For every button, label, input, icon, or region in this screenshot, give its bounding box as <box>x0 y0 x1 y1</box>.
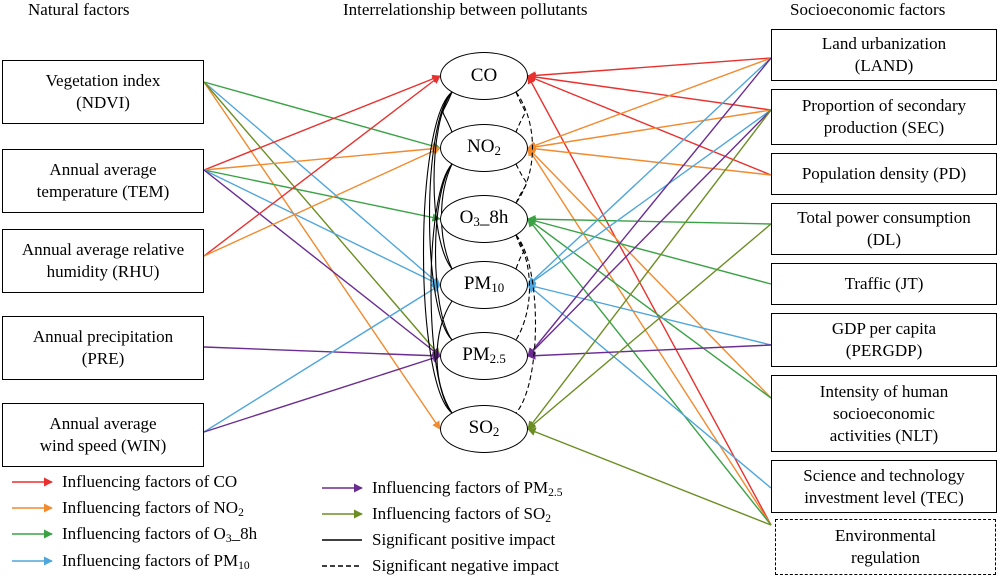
link-co-pd <box>527 74 772 176</box>
header-pollutant-interrelationship: Interrelationship between pollutants <box>343 0 588 19</box>
legend-co: Influencing factors of CO <box>62 472 238 491</box>
positive-arc-6 <box>436 300 453 414</box>
legend-lines-layer <box>12 477 363 567</box>
positive-arc-2 <box>433 91 453 270</box>
negative-arc-5 <box>515 163 528 204</box>
box-sec: Proportion of secondary production (SEC) <box>771 89 997 145</box>
pollutant-arcs-layer <box>423 91 536 414</box>
node-pm25: PM2.5 <box>440 332 528 380</box>
box-land: Land urbanization (LAND) <box>771 29 997 81</box>
link-tem-o3 <box>203 169 441 222</box>
link-so2-dl <box>527 223 772 430</box>
negative-arc-3 <box>515 234 530 341</box>
link-tem-no2 <box>203 144 441 171</box>
legend-pm10: Influencing factors of PM10 <box>62 551 250 572</box>
box-tec: Science and technology investment level (… <box>771 460 997 513</box>
box-dl: Total power consumption (DL) <box>771 203 997 255</box>
link-o3-dl <box>527 214 772 225</box>
negative-arc-0 <box>515 91 534 204</box>
link-no2-pd <box>527 144 772 176</box>
box-nlt: Intensity of human socioeconomic activitie… <box>771 375 997 452</box>
link-so2-sec <box>527 109 772 430</box>
box-jt: Traffic (JT) <box>771 263 997 305</box>
link-o3-env <box>527 218 772 526</box>
link-rhu-co <box>203 75 441 257</box>
legend-pm25: Influencing factors of PM2.5 <box>372 478 563 499</box>
link-ndvi-so2 <box>203 81 441 430</box>
box-environmental-regulation: Environmental regulation <box>775 519 996 575</box>
box-tem: Annual average temperature (TEM) <box>2 149 204 213</box>
link-co-env <box>527 75 772 526</box>
box-ndvi: Vegetation index (NDVI) <box>2 60 204 124</box>
negative-arc-1 <box>515 91 526 133</box>
positive-arc-4 <box>434 163 453 341</box>
link-ndvi-pm25 <box>203 81 441 357</box>
negative-arc-4 <box>515 234 525 270</box>
negative-arc-2 <box>515 234 536 414</box>
link-tem-pm25 <box>203 169 441 357</box>
link-pm10-sec <box>527 109 772 286</box>
node-no2: NO2 <box>440 124 528 172</box>
link-no2-env <box>527 147 772 526</box>
box-pre: Annual precipitation (PRE) <box>2 316 204 380</box>
link-pm10-pergdp <box>527 282 772 346</box>
link-pm25-pergdp <box>527 344 772 360</box>
link-o3-jt <box>527 216 772 285</box>
link-ndvi-pm10 <box>203 81 441 286</box>
box-win: Annual average wind speed (WIN) <box>2 403 204 467</box>
box-pergdp: GDP per capita (PERGDP) <box>771 313 997 367</box>
legend-so2: Influencing factors of SO2 <box>372 504 552 525</box>
legend-o3-8h: Influencing factors of O3_8h <box>62 524 258 545</box>
link-pm25-sec <box>527 109 772 357</box>
box-rhu: Annual average relative humidity (RHU) <box>2 229 204 293</box>
node-pm10: PM10 <box>440 261 528 309</box>
node-so2: SO2 <box>440 405 528 453</box>
link-rhu-no2 <box>203 147 441 257</box>
link-win-pm25 <box>203 354 441 433</box>
header-socioeconomic-factors: Socioeconomic factors <box>790 0 946 19</box>
positive-arc-0 <box>423 91 453 414</box>
legend-negative-impact: Significant negative impact <box>372 556 559 575</box>
link-pre-pm25 <box>203 346 441 360</box>
link-ndvi-no2 <box>203 81 441 151</box>
node-co: CO <box>440 52 528 100</box>
link-tem-pm10 <box>203 169 441 286</box>
positive-arc-7 <box>442 91 453 133</box>
box-pd: Population density (PD) <box>771 153 997 195</box>
node-o3-8h: O3_8h <box>440 195 528 243</box>
link-o3-nlt <box>527 218 772 399</box>
link-no2-land <box>527 57 772 150</box>
link-pm25-land <box>527 57 772 357</box>
link-no2-sec <box>527 109 772 151</box>
links-layer <box>203 57 772 526</box>
link-pm10-land <box>527 57 772 286</box>
link-co-sec <box>527 72 772 111</box>
link-win-pm10 <box>203 284 441 433</box>
legend-no2: Influencing factors of NO2 <box>62 498 244 519</box>
header-natural-factors: Natural factors <box>28 0 130 19</box>
link-co-land <box>527 57 772 80</box>
link-so2-env <box>527 427 772 526</box>
link-pm10-tec <box>527 284 772 489</box>
link-no2-nlt <box>527 147 772 399</box>
legend-positive-impact: Significant positive impact <box>372 530 556 549</box>
link-tem-co <box>203 74 441 171</box>
